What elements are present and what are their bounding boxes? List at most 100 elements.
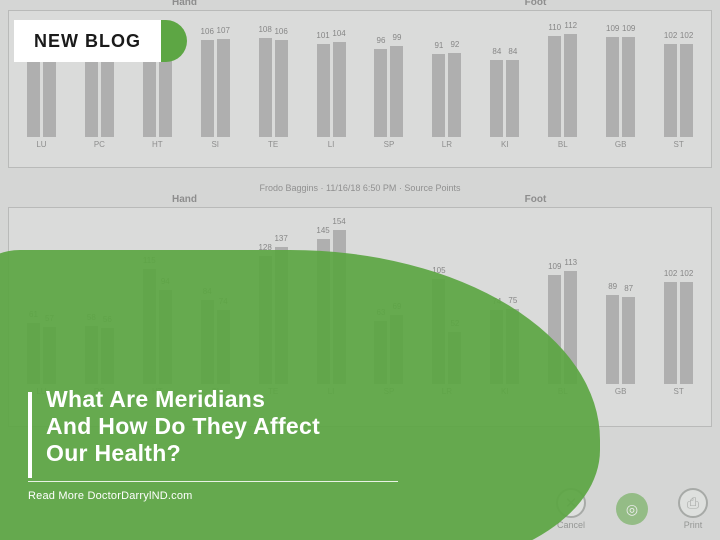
chart2-section-hand: Hand [9,194,360,205]
print-button[interactable]: ⎙ Print [678,488,708,530]
bar-value-label: 102 [680,269,693,278]
bar-value-label: 102 [664,269,677,278]
bar: 96 [374,49,387,137]
cancel-label: Cancel [557,520,585,530]
read-more-link[interactable]: Read More DoctorDarrylND.com [28,490,398,502]
bar-pair: 109109GB [596,27,645,149]
print-label: Print [684,520,703,530]
bar: 84 [506,60,519,137]
bar-value-label: 99 [393,33,402,42]
bar-value-label: 154 [332,217,345,226]
bar-value-label: 145 [316,226,329,235]
pair-label: HT [152,140,163,149]
pair-label: SP [384,140,395,149]
pair-label: ST [673,387,683,396]
pair-label: PC [94,140,105,149]
bar: 109 [622,37,635,137]
chart2-section-labels: Hand Foot [9,194,711,205]
new-blog-label: NEW BLOG [14,20,163,62]
bar-value-label: 112 [564,21,577,30]
pair-label: GB [615,140,627,149]
bar-value-label: 102 [664,31,677,40]
bar-pair: 101104LI [307,27,356,149]
pair-label: GB [615,387,627,396]
bar-value-label: 87 [624,284,633,293]
headline-line-3: Our Health? [46,440,398,467]
bar: 102 [680,282,693,384]
chart1-section-foot: Foot [360,0,711,8]
bar-value-label: 84 [492,47,501,56]
printer-icon: ⎙ [678,488,708,518]
bar: 102 [664,44,677,138]
bar-value-label: 113 [564,258,577,267]
bar: 87 [43,57,56,137]
bar-value-label: 89 [608,282,617,291]
headline-accent-bar [28,392,32,478]
bar-pair: 9192LR [422,27,471,149]
headline-block: What Are Meridians And How Do They Affec… [28,386,398,502]
pair-label: SI [211,140,219,149]
bar-value-label: 106 [274,27,287,36]
bar-value-label: 109 [548,262,561,271]
chart1-section-hand: Hand [9,0,360,8]
bar-value-label: 109 [622,24,635,33]
bar-pair: 108106TE [249,27,298,149]
bar: 87 [622,297,635,384]
bar: 104 [333,42,346,137]
pair-label: TE [268,140,278,149]
bar-pair: 106107 SI [191,27,240,149]
new-blog-badge: NEW BLOG [14,20,187,62]
bar: 92 [448,53,461,137]
headline-text: What Are Meridians And How Do They Affec… [46,386,398,467]
logo-badge-icon: ◎ [616,493,648,525]
bar: 99 [390,46,403,137]
bar: 101 [317,44,330,137]
bar-pair: 102102ST [654,224,703,396]
bar: 110 [548,36,561,137]
bar-value-label: 84 [508,47,517,56]
headline-line-2: And How Do They Affect [46,413,398,440]
bar-value-label: 108 [258,25,271,34]
headline-line-1: What Are Meridians [46,386,398,413]
pair-label: ST [673,140,683,149]
bar: 112 [564,34,577,137]
bar: 108 [259,38,272,137]
pair-label: KI [501,140,509,149]
chart2-section-foot: Foot [360,194,711,205]
bar: 109 [606,37,619,137]
bar: 84 [490,60,503,137]
bar-value-label: 109 [606,24,619,33]
pair-label: BL [558,140,568,149]
bar-pair: 8484KI [480,27,529,149]
bar-value-label: 91 [434,41,443,50]
headline-divider [28,481,398,482]
bar: 84 [27,60,40,137]
bar: 102 [680,44,693,138]
bar-value-label: 101 [316,31,329,40]
bar-value-label: 106 [201,27,214,36]
chart2-caption: Frodo Baggins · 11/16/18 6:50 PM · Sourc… [8,183,712,193]
bar: 102 [664,282,677,384]
bar-value-label: 107 [217,26,230,35]
badge-curve-shape [161,20,187,62]
bar-value-label: 104 [332,29,345,38]
chart1-section-labels: Hand Foot [9,0,711,8]
pair-label: LU [36,140,46,149]
bar-pair: 102102ST [654,27,703,149]
bar: 107 [217,39,230,137]
bar-value-label: 137 [274,234,287,243]
bar-pair: 8987GB [596,224,645,396]
bar: 89 [606,295,619,384]
bar: 91 [432,54,445,137]
bar: 106 [201,40,214,137]
bar-value-label: 96 [377,36,386,45]
bar-value-label: 102 [680,31,693,40]
bar: 106 [275,40,288,137]
pair-label: LI [328,140,335,149]
bar-pair: 110112 BL [538,27,587,149]
bar-pair: 9699SP [365,27,414,149]
pair-label: LR [442,140,452,149]
bar-value-label: 75 [508,296,517,305]
bar-value-label: 92 [450,40,459,49]
bar-value-label: 110 [548,23,561,32]
